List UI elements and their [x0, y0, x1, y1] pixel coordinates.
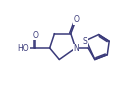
Text: N: N: [73, 44, 79, 53]
Text: HO: HO: [17, 44, 29, 53]
Text: O: O: [74, 15, 79, 24]
Text: S: S: [82, 37, 87, 46]
Text: O: O: [33, 31, 39, 40]
